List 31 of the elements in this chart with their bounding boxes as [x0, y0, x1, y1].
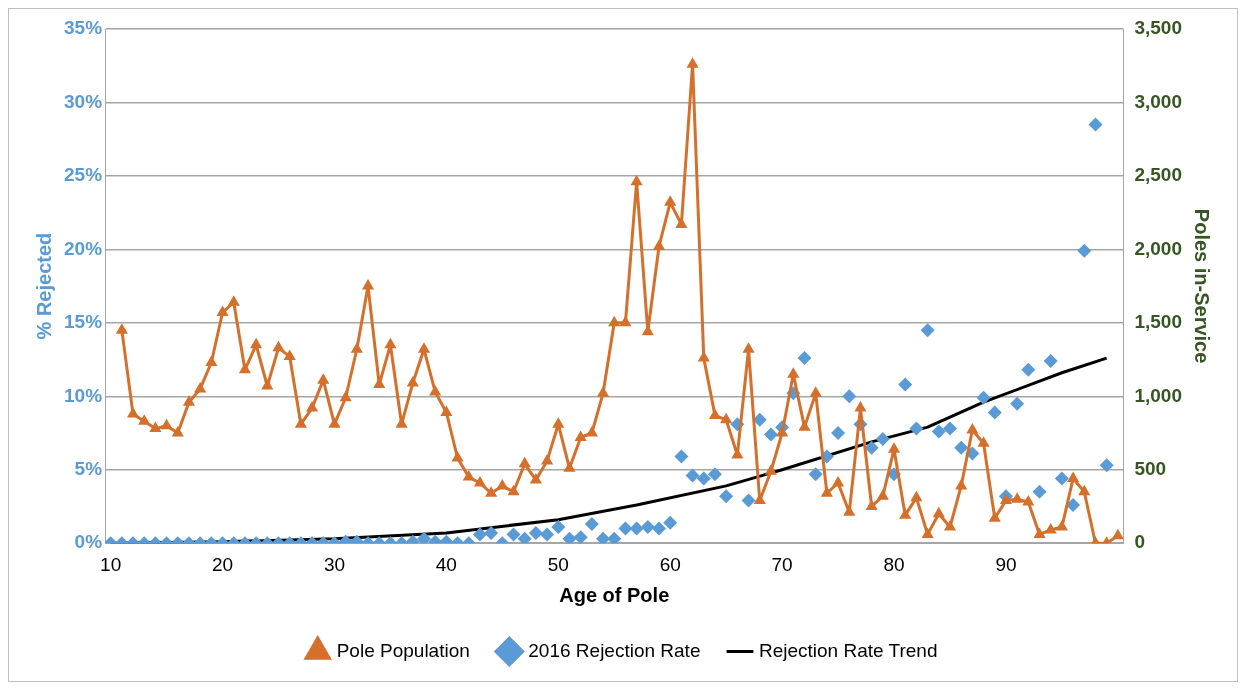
y2-tick-label: 500 [1134, 457, 1167, 479]
y-tick-label: 25% [64, 164, 103, 186]
y2-tick-label: 3,000 [1134, 90, 1182, 112]
x-tick-label: 80 [883, 553, 905, 575]
y2-axis-title: Poles in-Service [1191, 208, 1214, 364]
y-tick-label: 5% [74, 457, 103, 479]
x-tick-label: 20 [211, 553, 234, 575]
x-tick-label: 70 [771, 553, 793, 575]
x-tick-label: 30 [323, 553, 346, 575]
x-tick-label: 40 [435, 553, 457, 575]
y2-tick-label: 1,000 [1134, 384, 1182, 406]
x-tick-label: 90 [995, 553, 1017, 575]
y2-tick-label: 3,500 [1134, 17, 1182, 39]
y-tick-label: 10% [64, 384, 103, 406]
legend-label: Rejection Rate Trend [758, 639, 938, 661]
y-axis-title: % Rejected [32, 232, 55, 340]
x-tick-label: 60 [659, 553, 681, 575]
x-tick-label: 50 [547, 553, 569, 575]
x-tick-label: 10 [100, 553, 122, 575]
y2-tick-label: 2,500 [1134, 164, 1182, 186]
y-tick-label: 30% [64, 90, 103, 112]
y2-tick-label: 0 [1134, 531, 1146, 553]
y-tick-label: 35% [64, 17, 103, 39]
x-axis-title: Age of Pole [559, 583, 670, 606]
y-tick-label: 20% [64, 237, 103, 259]
y2-tick-label: 1,500 [1134, 311, 1182, 333]
y-tick-label: 0% [74, 531, 103, 553]
y2-tick-label: 2,000 [1134, 237, 1182, 259]
legend-label: Pole Population [336, 639, 470, 661]
legend-label: 2016 Rejection Rate [528, 639, 701, 661]
y-tick-label: 15% [64, 311, 103, 333]
